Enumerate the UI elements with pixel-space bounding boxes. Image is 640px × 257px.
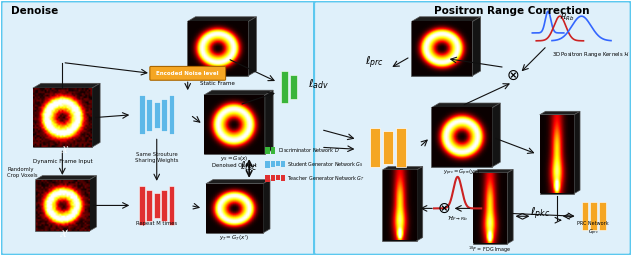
Polygon shape xyxy=(412,22,472,76)
Bar xyxy=(161,190,167,221)
FancyBboxPatch shape xyxy=(1,1,316,255)
Text: $\mathcal{H}_{Rb}$: $\mathcal{H}_{Rb}$ xyxy=(559,11,574,23)
Bar xyxy=(168,95,175,134)
Polygon shape xyxy=(204,95,265,154)
Bar xyxy=(271,161,275,167)
Text: Encoded Noise level: Encoded Noise level xyxy=(156,71,219,76)
Polygon shape xyxy=(90,176,97,231)
Polygon shape xyxy=(263,180,270,233)
Text: Positron Range Correction: Positron Range Correction xyxy=(434,6,589,16)
Bar xyxy=(370,127,380,167)
Text: Same Strouture
Sharing Weights: Same Strouture Sharing Weights xyxy=(135,152,179,163)
Text: $\mathcal{X}'$: $\mathcal{X}'$ xyxy=(59,228,70,239)
Bar xyxy=(590,203,597,230)
Text: 3D Positron Range Kernels $\mathcal{H}$: 3D Positron Range Kernels $\mathcal{H}$ xyxy=(552,50,630,59)
Text: $\mathcal{X}$: $\mathcal{X}$ xyxy=(60,145,69,155)
Polygon shape xyxy=(248,17,257,76)
Text: $\otimes$: $\otimes$ xyxy=(506,68,520,83)
Bar xyxy=(147,99,152,131)
Text: Dynamic Frame Input: Dynamic Frame Input xyxy=(33,159,92,164)
Bar xyxy=(280,161,285,167)
Bar xyxy=(280,175,285,181)
Bar xyxy=(161,99,167,131)
Polygon shape xyxy=(206,184,263,233)
Bar xyxy=(396,127,406,167)
Bar xyxy=(265,147,270,154)
Polygon shape xyxy=(412,17,481,22)
Bar xyxy=(291,75,298,99)
Polygon shape xyxy=(574,111,580,194)
Text: Static Frame: Static Frame xyxy=(200,81,235,86)
Text: $\ell_{adv}$: $\ell_{adv}$ xyxy=(308,77,330,91)
FancyBboxPatch shape xyxy=(314,1,630,255)
Bar xyxy=(383,131,393,163)
Polygon shape xyxy=(188,17,257,22)
Bar xyxy=(154,102,160,127)
Polygon shape xyxy=(472,17,481,76)
Polygon shape xyxy=(35,180,90,231)
Polygon shape xyxy=(492,103,500,167)
Polygon shape xyxy=(473,173,508,244)
Bar xyxy=(265,161,270,168)
Polygon shape xyxy=(206,180,270,184)
Bar xyxy=(147,190,152,221)
Bar xyxy=(139,186,145,225)
Polygon shape xyxy=(188,22,248,76)
Text: Denoise: Denoise xyxy=(12,6,58,16)
Polygon shape xyxy=(265,90,273,154)
Polygon shape xyxy=(33,88,92,147)
Text: $y_{prc} = G_{prc}(y_S)$: $y_{prc} = G_{prc}(y_S)$ xyxy=(443,168,480,178)
FancyBboxPatch shape xyxy=(150,67,225,80)
Polygon shape xyxy=(417,167,422,241)
Text: Repeat M times: Repeat M times xyxy=(136,221,177,226)
Polygon shape xyxy=(431,108,492,167)
Polygon shape xyxy=(382,167,422,170)
Text: $\mathcal{H}_{F\rightarrow Rb}$: $\mathcal{H}_{F\rightarrow Rb}$ xyxy=(447,214,468,223)
Polygon shape xyxy=(382,170,417,241)
Text: $^{18}F$ = FDG Image: $^{18}F$ = FDG Image xyxy=(468,245,512,255)
Bar xyxy=(154,192,160,218)
Bar xyxy=(168,186,175,225)
Text: $y_T = G_T(x')$: $y_T = G_T(x')$ xyxy=(220,234,250,243)
Text: Randomly
Crop Voxels: Randomly Crop Voxels xyxy=(7,167,38,178)
Text: Teacher Generator Network $G_T$: Teacher Generator Network $G_T$ xyxy=(287,174,364,183)
Bar xyxy=(271,147,275,154)
Polygon shape xyxy=(473,169,513,173)
Text: $\ell_{tsc}$: $\ell_{tsc}$ xyxy=(240,159,258,173)
Polygon shape xyxy=(204,90,273,95)
Bar xyxy=(265,175,270,182)
Text: Denoised Output: Denoised Output xyxy=(212,163,257,168)
Bar xyxy=(599,203,606,230)
Text: $\ell_{pkc}$: $\ell_{pkc}$ xyxy=(530,206,550,222)
Bar xyxy=(271,175,275,181)
Polygon shape xyxy=(431,103,500,108)
Text: $\ell_{prc}$: $\ell_{prc}$ xyxy=(365,55,384,71)
Bar xyxy=(276,175,280,180)
Polygon shape xyxy=(35,176,97,180)
Polygon shape xyxy=(92,83,100,147)
Polygon shape xyxy=(508,169,513,244)
Polygon shape xyxy=(540,115,574,194)
Text: PRC Network
$G_{prc}$: PRC Network $G_{prc}$ xyxy=(577,222,609,238)
Text: Student Generator Network $G_S$: Student Generator Network $G_S$ xyxy=(287,160,364,169)
Polygon shape xyxy=(33,83,100,88)
Text: $\otimes$: $\otimes$ xyxy=(437,201,451,216)
Text: $y_S = G_S(x)$: $y_S = G_S(x)$ xyxy=(220,154,249,163)
Bar xyxy=(276,161,280,166)
Bar xyxy=(139,95,145,134)
Text: Discriminator Network $D$: Discriminator Network $D$ xyxy=(278,146,339,154)
Polygon shape xyxy=(540,111,580,115)
Bar xyxy=(582,203,588,230)
Bar xyxy=(280,71,287,103)
